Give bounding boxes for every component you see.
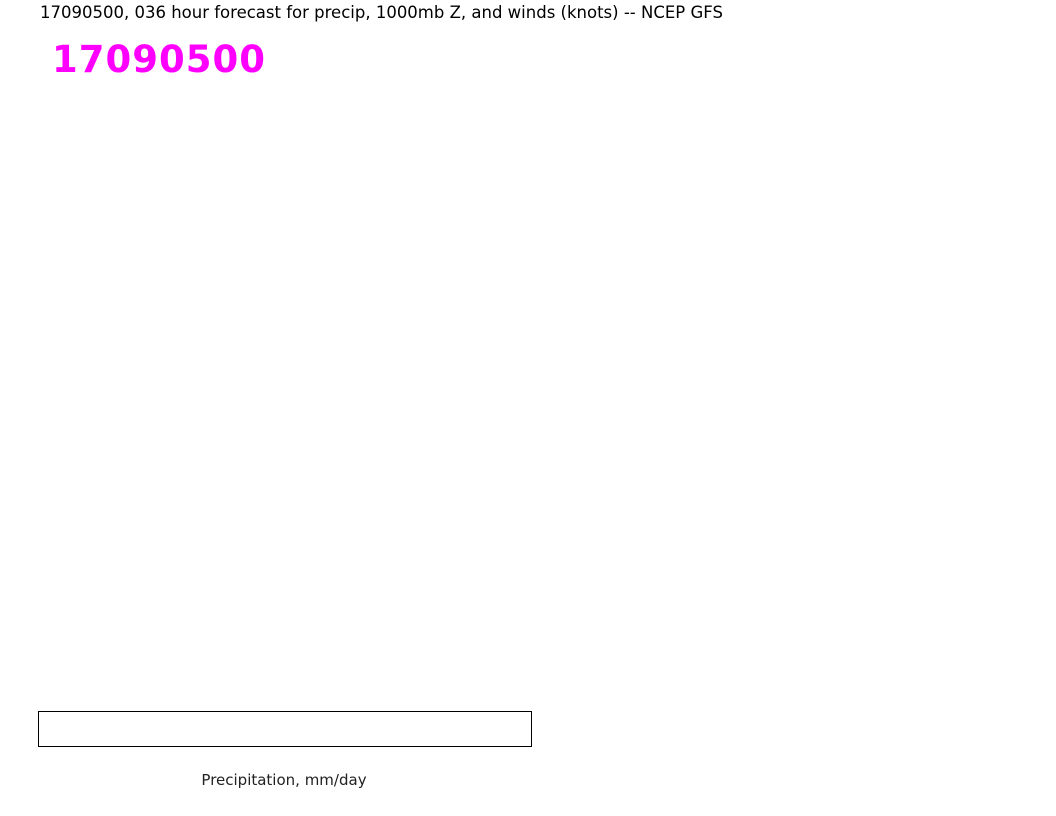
timestamp-overlay: 17090500 <box>52 38 266 81</box>
chart-title: 17090500, 036 hour forecast for precip, … <box>40 3 723 22</box>
colorbar-label: Precipitation, mm/day <box>201 771 367 789</box>
colorbar-gradient <box>38 711 532 747</box>
colorbar-ticks <box>0 751 1056 769</box>
